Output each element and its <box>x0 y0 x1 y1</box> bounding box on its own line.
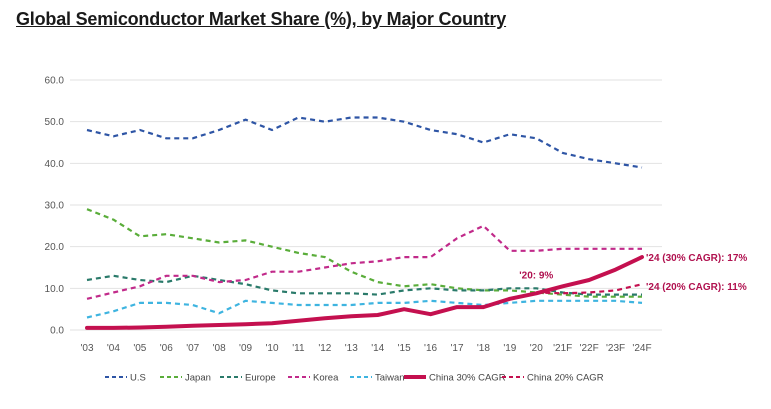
y-tick-label: 20.0 <box>45 242 65 253</box>
series-line-korea <box>86 224 642 300</box>
legend-label: U.S <box>130 373 146 384</box>
x-tick-label: '18 <box>477 343 490 354</box>
x-tick-label: '07 <box>186 343 199 354</box>
x-axis-ticks: '03 '04 '05 '06 '07 '08 '09 '10 '11 '12 '13 '14 '15 '… <box>80 343 651 354</box>
x-tick-label: '24F <box>632 343 651 354</box>
x-tick-label: '09 <box>239 343 252 354</box>
series-line-taiwan <box>86 299 643 319</box>
series-line-japan <box>86 208 642 298</box>
x-tick-label: '14 <box>371 343 384 354</box>
x-tick-label: '04 <box>107 343 120 354</box>
x-tick-label: '05 <box>133 343 146 354</box>
x-tick-label: '21F <box>553 343 572 354</box>
x-tick-label: '16 <box>424 343 437 354</box>
x-tick-label: '06 <box>160 343 173 354</box>
annotation-label: '24 (20% CAGR): 11% <box>646 282 747 293</box>
legend-label: China 20% CAGR <box>527 373 604 384</box>
y-tick-label: 30.0 <box>45 201 65 212</box>
series-line-u-s <box>86 116 643 169</box>
y-tick-label: 40.0 <box>45 159 65 170</box>
y-tick-label: 0.0 <box>50 326 64 337</box>
x-tick-label: '12 <box>318 343 331 354</box>
y-tick-label: 10.0 <box>45 284 65 295</box>
x-tick-label: '22F <box>580 343 599 354</box>
legend: U.S Japan Europe Korea Taiwan China 30% CAGR C… <box>105 373 604 384</box>
x-tick-label: '08 <box>213 343 226 354</box>
legend-label: Japan <box>185 373 211 384</box>
series-lines <box>85 116 644 330</box>
y-tick-label: 60.0 <box>45 76 65 87</box>
chart-title: Global Semiconductor Market Share (%), b… <box>16 9 507 29</box>
x-tick-label: '20 <box>530 343 543 354</box>
x-tick-label: '03 <box>80 343 93 354</box>
x-tick-label: '10 <box>265 343 278 354</box>
gridlines <box>70 79 662 331</box>
x-tick-label: '15 <box>398 343 411 354</box>
series-line-china-30-cagr <box>85 255 644 330</box>
x-tick-label: '11 <box>292 343 305 354</box>
y-tick-label: 50.0 <box>45 117 65 128</box>
legend-label: Europe <box>245 373 276 384</box>
x-tick-label: '19 <box>503 343 516 354</box>
x-tick-label: '17 <box>450 343 463 354</box>
legend-label: Taiwan <box>375 373 405 384</box>
annotation-label: '24 (30% CAGR): 17% <box>646 253 747 264</box>
legend-label: China 30% CAGR <box>429 373 506 384</box>
series-line-europe <box>86 274 642 296</box>
x-tick-label: '23F <box>606 343 625 354</box>
y-axis-ticks: 0.0 10.0 20.0 30.0 40.0 50.0 60.0 <box>45 76 65 337</box>
annotations: '20: 9% '24 (30% CAGR): 17% '24 (20% CAGR)… <box>519 253 747 293</box>
annotation-label: '20: 9% <box>519 271 553 282</box>
legend-label: Korea <box>313 373 339 384</box>
x-tick-label: '13 <box>345 343 358 354</box>
